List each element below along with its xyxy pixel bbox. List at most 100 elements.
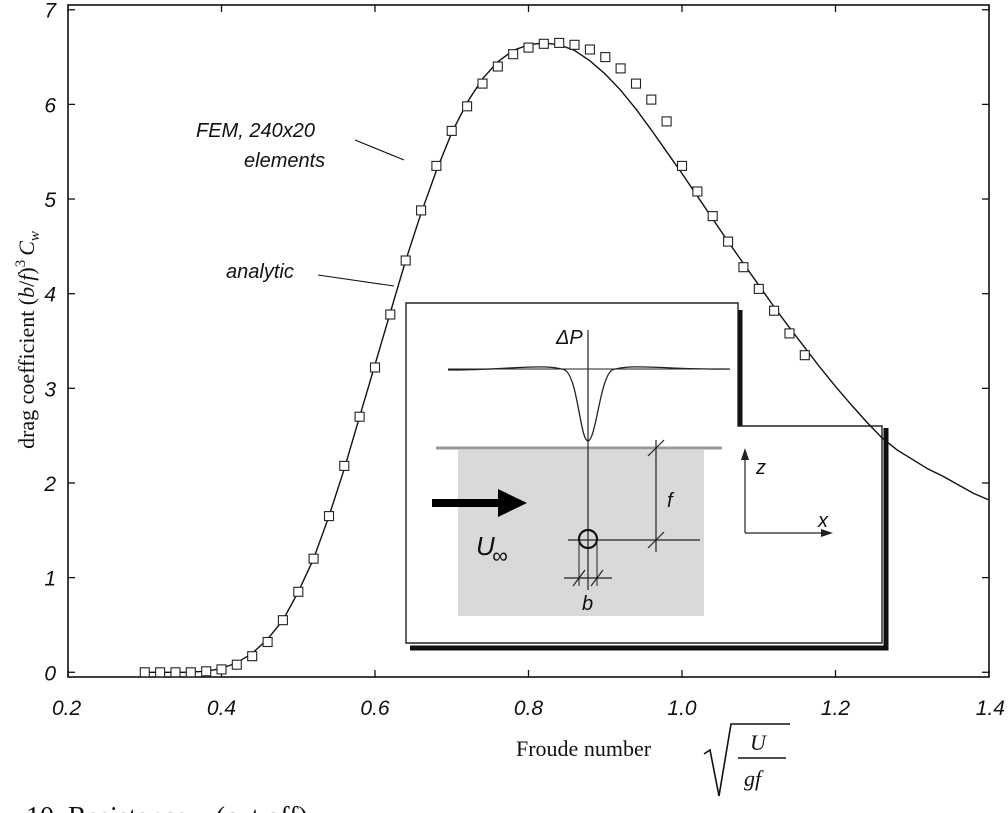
fem-marker-point (661, 116, 672, 127)
x-tick-labels: 0.2 0.4 0.6 0.8 1.0 1.2 1.4 (52, 697, 1005, 720)
y-tick-label: 6 (44, 94, 56, 117)
fem-marker-point (753, 283, 764, 294)
fem-marker-point (600, 52, 611, 63)
z-label: z (755, 457, 766, 479)
y-label-subscript: w (27, 231, 43, 241)
y-tick-label: 5 (44, 189, 56, 212)
x-axis-label: Froude number U gf (516, 723, 790, 797)
y-tick-label: 0 (44, 662, 56, 685)
fem-marker-point (354, 411, 365, 422)
fem-marker-point (692, 186, 703, 197)
annotation-fem-line2: elements (244, 150, 325, 172)
u-label: U (476, 531, 495, 561)
fem-marker-point (707, 211, 718, 222)
svg-text:drag coefficient (b/f)3: drag coefficient (b/f)3Cw (13, 231, 43, 449)
fem-marker-point (615, 63, 626, 74)
fem-marker-point (799, 350, 810, 361)
fem-marker-point (247, 651, 258, 662)
inset-shadow (410, 310, 889, 651)
annotation-analytic-leader (317, 274, 395, 287)
b-label: b (582, 593, 593, 615)
fem-marker-point (630, 78, 642, 89)
y-label-b: b (14, 287, 39, 298)
delta-p-label: ΔP (555, 327, 583, 349)
x-axis-arrowhead (821, 529, 833, 537)
fem-marker-point (339, 460, 350, 471)
fem-marker-point (492, 61, 503, 72)
fem-marker-point (569, 39, 580, 50)
fem-marker-point (293, 586, 304, 597)
fem-marker-point (262, 636, 273, 648)
fem-marker-point (477, 78, 488, 89)
x-tick-label: 1.0 (667, 697, 697, 720)
f-dim-bottom-tick (647, 531, 665, 549)
fem-marker-point (385, 309, 396, 320)
x-label-sqrt-denominator: gf (744, 766, 764, 791)
fem-marker-point (400, 255, 411, 266)
fem-marker-point (416, 205, 427, 216)
y-tick-label: 4 (44, 284, 56, 307)
flow-arrow (432, 489, 527, 517)
fem-marker-point (216, 664, 227, 675)
inset-schematic: ΔP U ∞ f b z x (405, 302, 889, 651)
annotation-fem-line1: FEM, 240x20 (196, 120, 315, 142)
fem-marker-point (676, 160, 688, 171)
fem-marker-point (185, 667, 196, 678)
fem-marker-point (738, 262, 749, 273)
fem-marker-point (723, 236, 734, 247)
fem-marker-point (139, 667, 150, 678)
fem-marker-point (784, 328, 795, 339)
fem-marker-point (554, 37, 565, 48)
x-tick-label: 1.4 (976, 697, 1005, 720)
x-label-sqrt-sign (703, 723, 790, 797)
fem-marker-point (523, 42, 534, 53)
fem-marker-point (308, 553, 319, 564)
b-dim-left-tick (572, 569, 586, 587)
y-tick-label: 3 (44, 378, 56, 401)
cylinder-circle (577, 528, 599, 550)
y-tick-labels: 0 1 2 3 4 5 6 7 (43, 0, 57, 685)
x-tick-label: 1.2 (821, 697, 851, 720)
y-tick-label: 1 (44, 568, 56, 591)
y-label-c: C (14, 241, 39, 256)
series-line-analytic (144, 42, 990, 673)
x-tick-label: 0.4 (207, 697, 236, 720)
fem-marker-point (446, 125, 457, 136)
f-dim-top-tick (647, 439, 665, 457)
fem-marker-point (277, 615, 288, 626)
fem-marker-point (231, 659, 242, 670)
y-tick-label: 7 (44, 0, 57, 23)
y-label-prefix: drag coefficient (14, 311, 39, 449)
fem-marker-point (508, 49, 519, 60)
y-label-exponent: 3 (13, 260, 29, 268)
fem-marker-point (538, 38, 549, 49)
fem-marker-point (201, 666, 212, 677)
x-tick-label: 0.6 (360, 697, 390, 720)
b-dim-right-tick (590, 569, 604, 587)
annotation-fem-leader (354, 139, 405, 161)
y-label-f: f (14, 272, 39, 281)
u-subscript: ∞ (492, 543, 508, 568)
x-label-text: Froude number (516, 736, 652, 761)
annotation-analytic: analytic (226, 261, 294, 283)
fem-marker-point (431, 160, 442, 171)
fem-marker-point (769, 305, 780, 316)
fem-marker-point (369, 362, 381, 373)
y-tick-label: 2 (43, 473, 56, 496)
axis-ticks (67, 5, 990, 677)
fem-marker-point (155, 667, 166, 678)
fem-marker-point (170, 667, 181, 678)
caption-fragment: 10. Resistance... (cut off) (26, 802, 308, 813)
x-label: x (817, 510, 829, 532)
x-tick-label: 0.2 (52, 697, 82, 720)
y-axis-label: drag coefficient (b/f)3Cw (13, 231, 43, 449)
fem-marker-point (462, 101, 473, 112)
series-markers-fem (139, 37, 810, 678)
z-axis-arrowhead (741, 448, 749, 460)
fem-marker-point (646, 94, 657, 105)
x-tick-label: 0.8 (514, 697, 544, 720)
f-label: f (667, 490, 675, 512)
x-label-sqrt-numerator: U (750, 730, 768, 755)
fem-marker-point (323, 511, 335, 522)
